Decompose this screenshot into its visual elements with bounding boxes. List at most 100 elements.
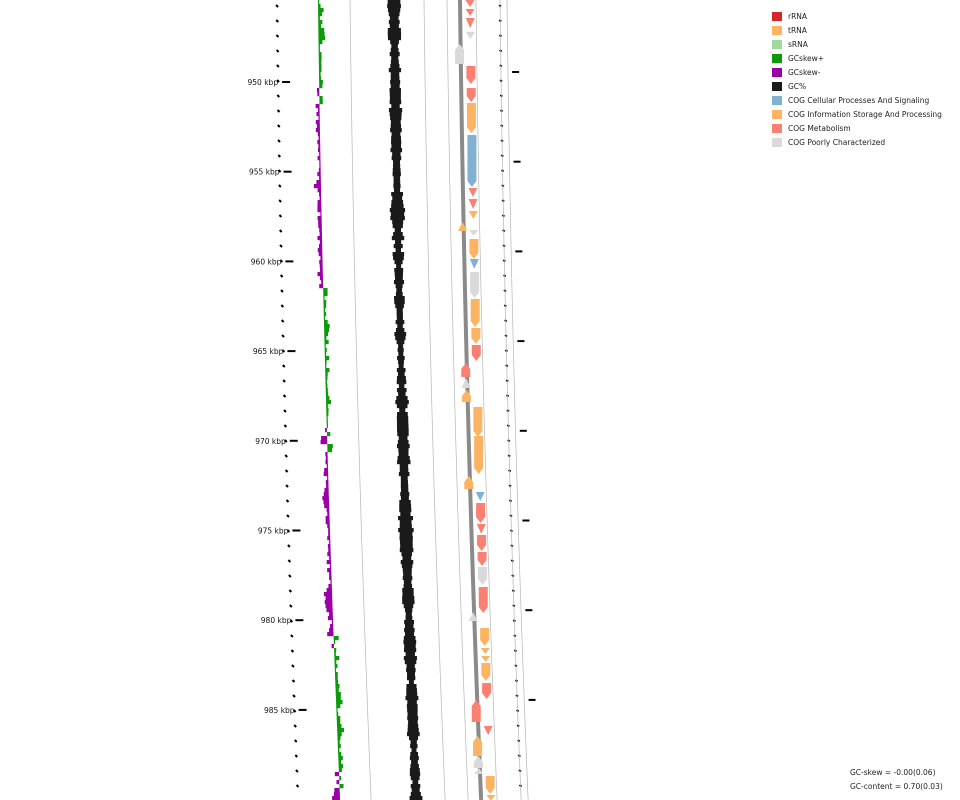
- inner-tick: [275, 19, 279, 23]
- gc-content-bar: [409, 756, 419, 761]
- gc-content-bar: [392, 220, 404, 225]
- guide-line: [475, 0, 498, 800]
- gc-content-bar: [405, 696, 419, 701]
- gc-content-bar: [391, 104, 400, 109]
- legend-cog-cellular: COG Cellular Processes And Signaling: [772, 93, 942, 107]
- gc-skew-minus-bar: [318, 220, 322, 225]
- cog-information-feature: [480, 628, 490, 646]
- gc-skew-minus-bar: [318, 144, 321, 149]
- gc-content-bar: [393, 176, 401, 181]
- gc-skew-minus-bar: [329, 540, 331, 545]
- gc-content-bar: [410, 764, 419, 769]
- gc-skew-plus-bar: [337, 732, 342, 737]
- gc-content-bar: [403, 636, 416, 641]
- cog-information-feature: [466, 103, 476, 133]
- gc-skew-plus-bar: [338, 760, 342, 765]
- feature-track: [455, 0, 496, 800]
- gc-content-bar: [407, 712, 418, 717]
- gc-content-bar: [396, 312, 403, 317]
- gc-content-bar: [389, 208, 406, 213]
- scale-label: 965 kbp: [253, 347, 284, 356]
- gc-content-bar: [400, 560, 414, 565]
- gc-content-bar: [392, 168, 401, 173]
- gc-content-bar: [396, 396, 408, 401]
- gc-skew-minus-bar: [328, 532, 331, 537]
- guide-line: [499, 0, 522, 800]
- gc-skew-plus-bar: [334, 656, 340, 661]
- inner-tick: [288, 589, 293, 593]
- gc-skew-minus-bar: [334, 788, 340, 793]
- legend-cog-metabolism: COG Metabolism: [772, 121, 942, 135]
- cog-metabolism-feature: [477, 535, 487, 551]
- gc-content-bar: [394, 260, 403, 265]
- gc-content-bar: [405, 652, 415, 657]
- gc-content-bar: [404, 608, 413, 613]
- gc-skew-minus-bar: [319, 260, 323, 265]
- cog-information-feature: [480, 648, 490, 654]
- gc-skew-plus-bar: [319, 96, 323, 101]
- gc-content-bar: [390, 60, 399, 65]
- gc-skew-minus-bar: [319, 160, 321, 165]
- gc-skew-minus-bar: [331, 620, 334, 625]
- gc-skew-plus-bar: [334, 660, 337, 665]
- gc-content-bar: [391, 192, 404, 197]
- legend-gcskew-minus: GCskew-: [772, 65, 942, 79]
- gc-skew-plus-bar: [325, 376, 328, 381]
- gc-content-bar: [392, 172, 401, 177]
- inner-tick: [276, 79, 280, 83]
- gc-content-bar: [391, 156, 402, 161]
- gc-skew-minus-bar: [325, 428, 327, 433]
- gc-skew-minus-bar: [329, 556, 331, 561]
- gc-content-bar: [391, 200, 404, 205]
- gc-skew-plus-bar: [327, 448, 333, 453]
- gc-content-bar: [397, 356, 405, 361]
- gc-content-bar: [404, 628, 415, 633]
- gc-content-bar: [406, 704, 418, 709]
- cog-information-feature: [464, 476, 474, 489]
- gc-content-bar: [396, 444, 410, 449]
- gc-content-bar: [399, 520, 412, 525]
- gc-content-bar: [408, 720, 418, 725]
- gc-skew-minus-bar: [316, 88, 320, 93]
- gc-content-bar: [410, 792, 421, 797]
- gc-skew-minus-bar: [327, 552, 331, 557]
- gc-content-bar: [395, 304, 404, 309]
- gc-skew-minus-bar: [317, 156, 321, 161]
- gc-skew-minus-bar: [318, 168, 321, 173]
- gc-skew-plus-bar: [318, 40, 323, 45]
- gc-skew-minus-bar: [316, 124, 320, 129]
- gc-content-bar: [390, 84, 400, 89]
- gc-content-bar: [389, 92, 401, 97]
- gc-skew-plus-bar: [338, 752, 342, 757]
- gc-content-bar: [396, 288, 403, 293]
- gc-content-bar: [387, 32, 402, 37]
- gc-skew-minus-bar: [336, 780, 340, 785]
- gc-content-bar: [398, 448, 409, 453]
- inner-tick: [287, 559, 292, 563]
- gc-content-bar: [391, 140, 402, 145]
- gc-skew-minus-bar: [315, 104, 320, 109]
- inner-tick: [287, 544, 291, 548]
- gc-content-bar: [396, 416, 409, 421]
- gc-skew-minus-bar: [319, 196, 322, 201]
- inner-tick: [278, 199, 282, 203]
- gc-skew-minus-bar: [319, 284, 324, 289]
- legend-label: COG Information Storage And Processing: [788, 109, 942, 119]
- gc-skew-minus-bar: [327, 476, 329, 481]
- legend-gc-content: GC%: [772, 79, 942, 93]
- inner-tick: [290, 649, 295, 653]
- gc-skew-plus-bar: [324, 336, 327, 341]
- gc-skew-minus-bar: [325, 452, 328, 457]
- gc-content-bar: [396, 368, 406, 373]
- inner-tick: [278, 214, 283, 218]
- inner-tick: [279, 274, 284, 278]
- inner-tick: [284, 454, 288, 458]
- gc-skew-minus-bar: [318, 244, 323, 249]
- gc-content-bar: [403, 584, 413, 589]
- gc-content-bar: [407, 732, 420, 737]
- gc-skew-minus-bar: [319, 228, 322, 233]
- gc-content-bar: [392, 252, 405, 257]
- guide-line: [349, 0, 372, 800]
- gc-content-bar: [408, 680, 414, 685]
